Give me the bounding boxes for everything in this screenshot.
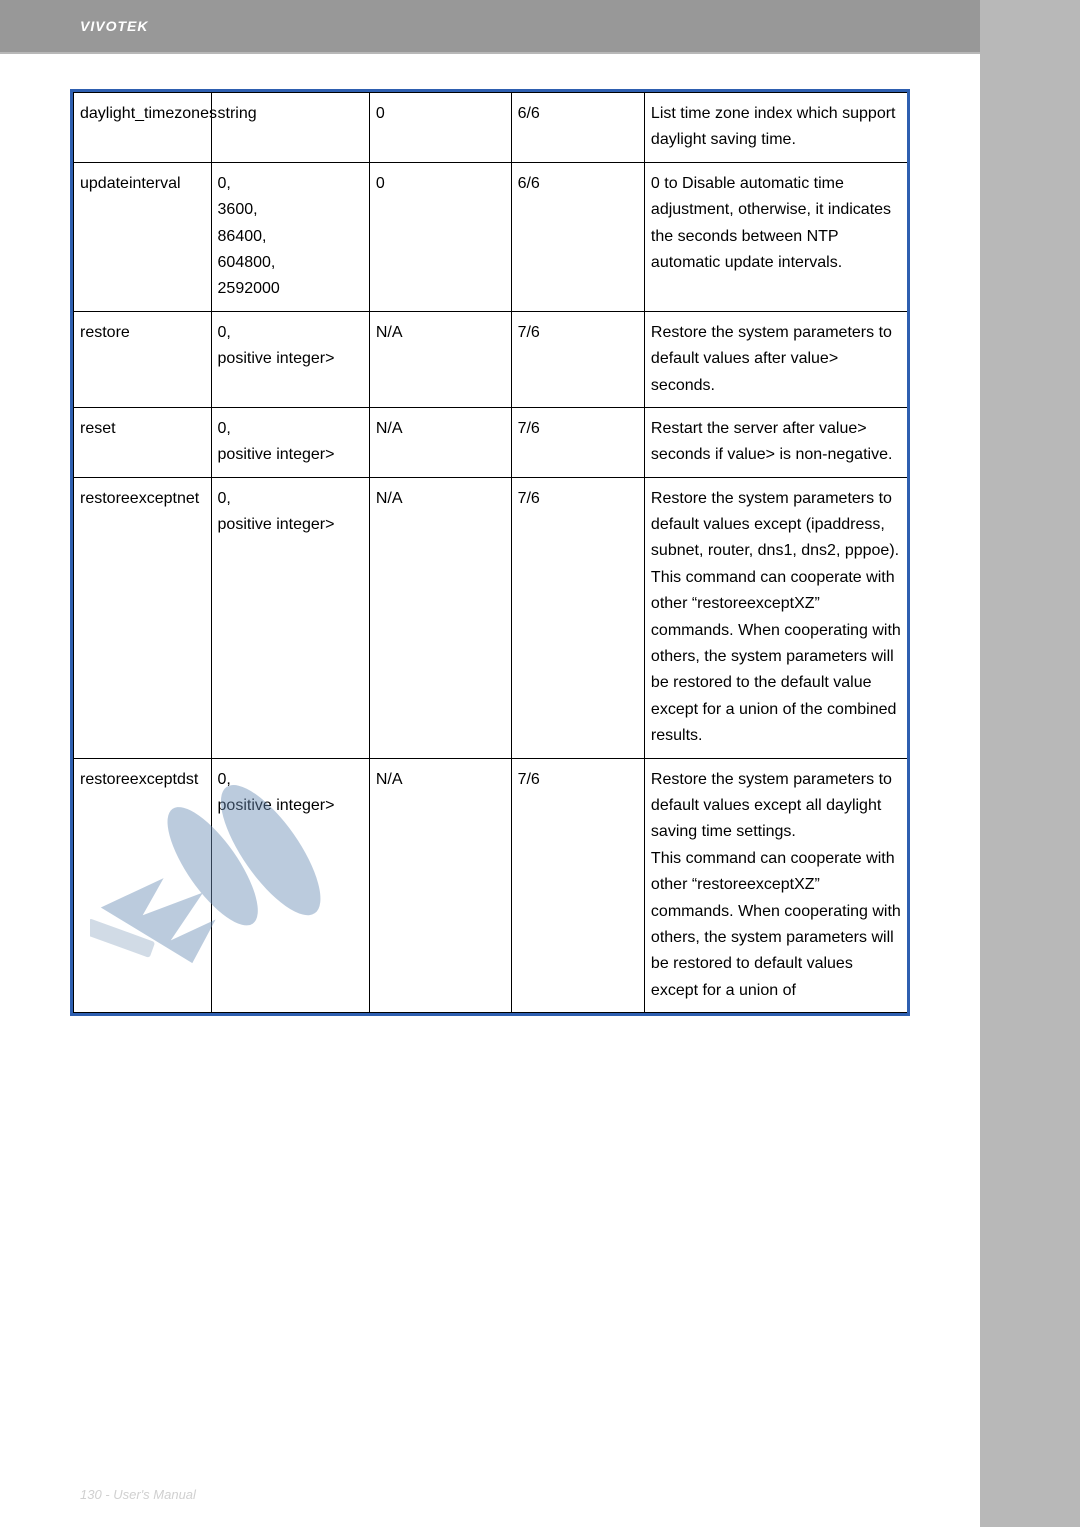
param-col3-cell: N/A xyxy=(369,758,511,1013)
table-row: restoreexceptdst 0, positive integer> N/… xyxy=(74,758,908,1013)
table-row: restore 0, positive integer> N/A 7/6 Res… xyxy=(74,311,908,407)
param-type-cell: 0, positive integer> xyxy=(211,758,369,1013)
table-row: daylight_timezones string 0 6/6 List tim… xyxy=(74,93,908,163)
param-type-cell: 0, 3600, 86400, 604800, 2592000 xyxy=(211,162,369,311)
document-page: VIVOTEK daylight_timezones string 0 6/6 … xyxy=(0,0,980,1527)
content-area: daylight_timezones string 0 6/6 List tim… xyxy=(0,54,980,1036)
param-name-cell: restoreexceptnet xyxy=(74,477,212,758)
brand-text: VIVOTEK xyxy=(80,18,148,34)
param-col4-cell: 7/6 xyxy=(511,477,644,758)
param-desc-cell: Restore the system parameters to default… xyxy=(644,477,907,758)
param-type-cell: 0, positive integer> xyxy=(211,311,369,407)
header-band: VIVOTEK xyxy=(0,0,980,52)
param-desc-cell: Restart the server after value> seconds … xyxy=(644,407,907,477)
param-desc-cell: Restore the system parameters to default… xyxy=(644,311,907,407)
table-row: updateinterval 0, 3600, 86400, 604800, 2… xyxy=(74,162,908,311)
param-name-cell: reset xyxy=(74,407,212,477)
param-desc-cell: List time zone index which support dayli… xyxy=(644,93,907,163)
param-name-cell: restore xyxy=(74,311,212,407)
param-col4-cell: 6/6 xyxy=(511,162,644,311)
param-col3-cell: 0 xyxy=(369,93,511,163)
param-type-cell: 0, positive integer> xyxy=(211,407,369,477)
param-type-cell: string xyxy=(211,93,369,163)
param-col4-cell: 7/6 xyxy=(511,407,644,477)
param-col3-cell: 0 xyxy=(369,162,511,311)
param-name-cell: daylight_timezones xyxy=(74,93,212,163)
parameter-table: daylight_timezones string 0 6/6 List tim… xyxy=(73,92,907,1013)
param-name-cell: restoreexceptdst xyxy=(74,758,212,1013)
table-row: restoreexceptnet 0, positive integer> N/… xyxy=(74,477,908,758)
param-desc-cell: 0 to Disable automatic time adjustment, … xyxy=(644,162,907,311)
param-col4-cell: 7/6 xyxy=(511,311,644,407)
param-type-cell: 0, positive integer> xyxy=(211,477,369,758)
table-row: reset 0, positive integer> N/A 7/6 Resta… xyxy=(74,407,908,477)
param-col4-cell: 6/6 xyxy=(511,93,644,163)
param-col3-cell: N/A xyxy=(369,477,511,758)
param-col4-cell: 7/6 xyxy=(511,758,644,1013)
footer-text: 130 - User's Manual xyxy=(80,1487,196,1502)
param-col3-cell: N/A xyxy=(369,311,511,407)
parameter-table-wrapper: daylight_timezones string 0 6/6 List tim… xyxy=(70,89,910,1016)
param-name-cell: updateinterval xyxy=(74,162,212,311)
param-desc-cell: Restore the system parameters to default… xyxy=(644,758,907,1013)
param-col3-cell: N/A xyxy=(369,407,511,477)
